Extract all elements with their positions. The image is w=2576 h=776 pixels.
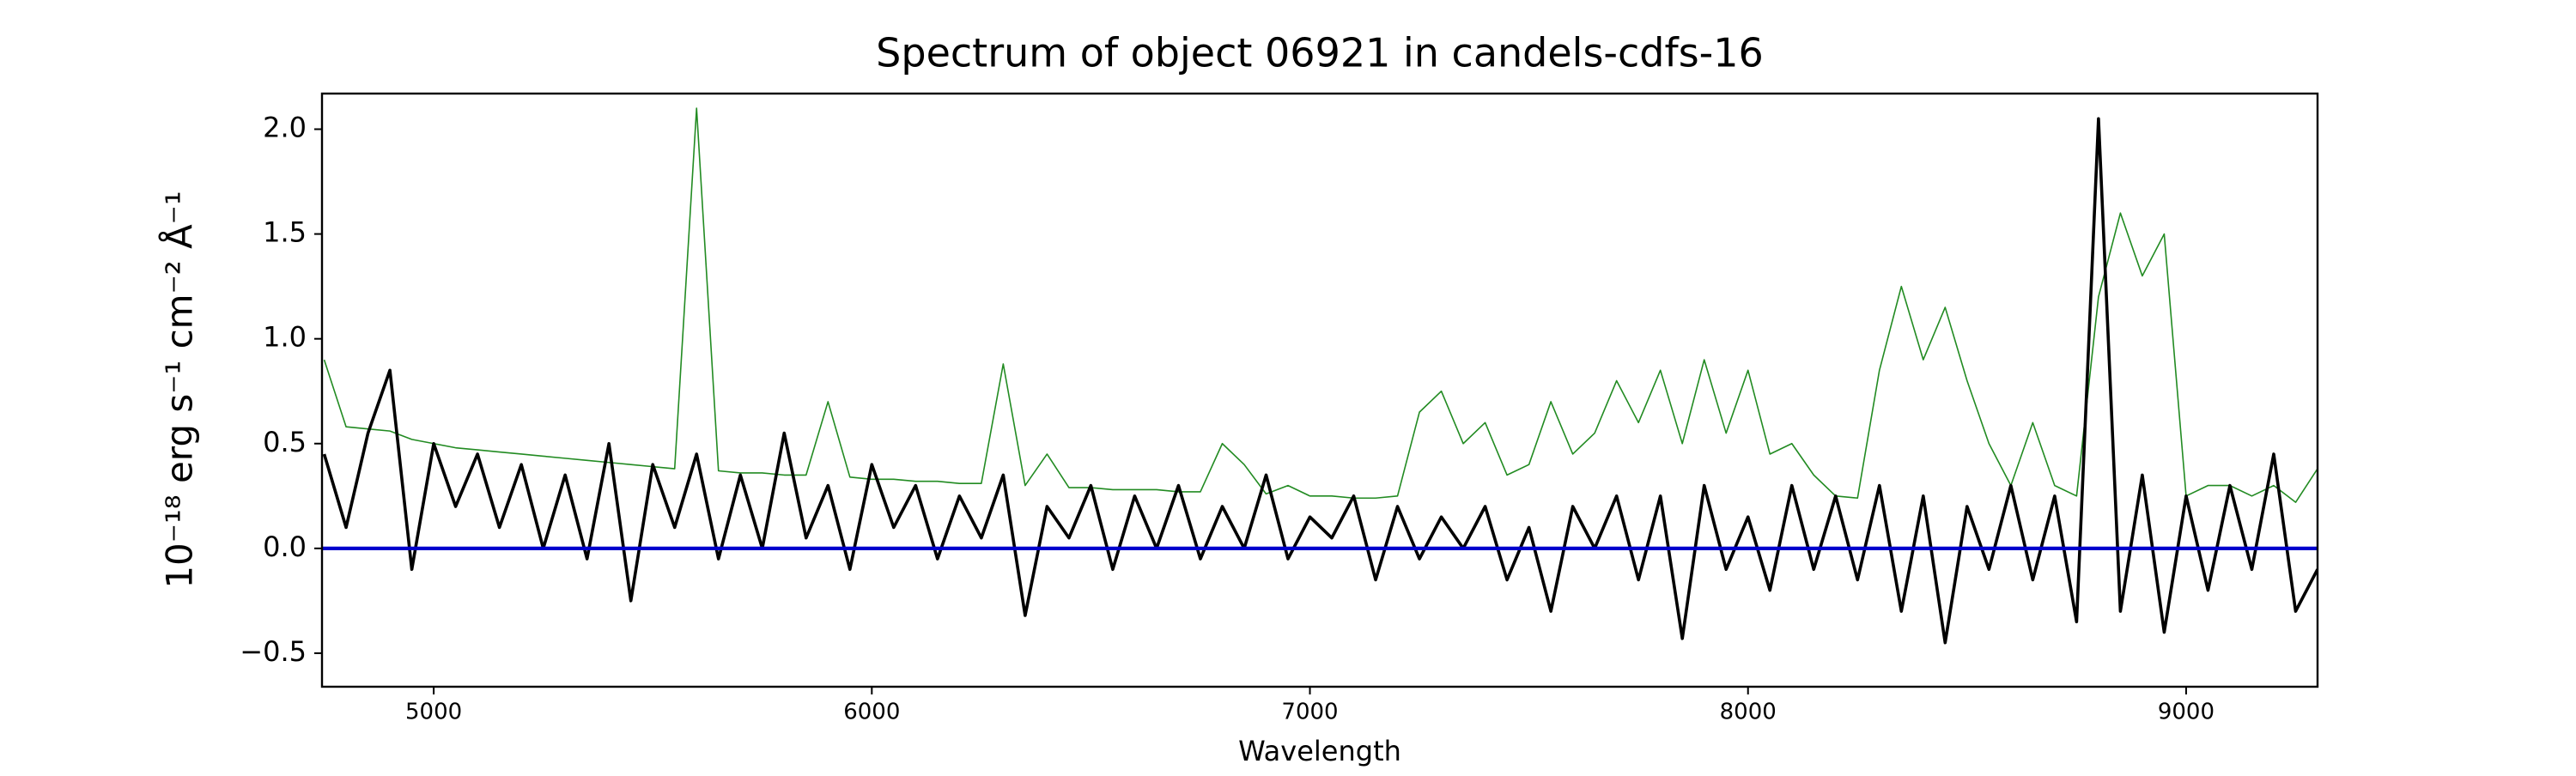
y-tick-label: 2.0 (263, 112, 307, 144)
x-tick-label: 7000 (1281, 700, 1338, 725)
y-tick-label: 1.0 (263, 321, 307, 354)
x-tick-label: 6000 (843, 700, 900, 725)
y-tick-label: −0.5 (240, 635, 307, 668)
x-tick-label: 5000 (405, 700, 462, 725)
y-axis-label: 10⁻¹⁸ erg s⁻¹ cm⁻² Å⁻¹ (158, 191, 201, 588)
x-tick-label: 8000 (1720, 700, 1777, 725)
spectrum-line (323, 107, 2318, 503)
x-axis-label: Wavelength (1238, 735, 1401, 767)
chart-title: Spectrum of object 06921 in candels-cdfs… (876, 30, 1764, 76)
spectrum-line (322, 117, 2318, 645)
y-tick-label: 1.5 (263, 216, 307, 249)
y-tick-label: 0.5 (263, 426, 307, 458)
x-tick-label: 9000 (2158, 700, 2215, 725)
y-tick-label: 0.0 (263, 530, 307, 563)
plot-area (322, 107, 2318, 645)
axes-frame (320, 92, 2319, 688)
